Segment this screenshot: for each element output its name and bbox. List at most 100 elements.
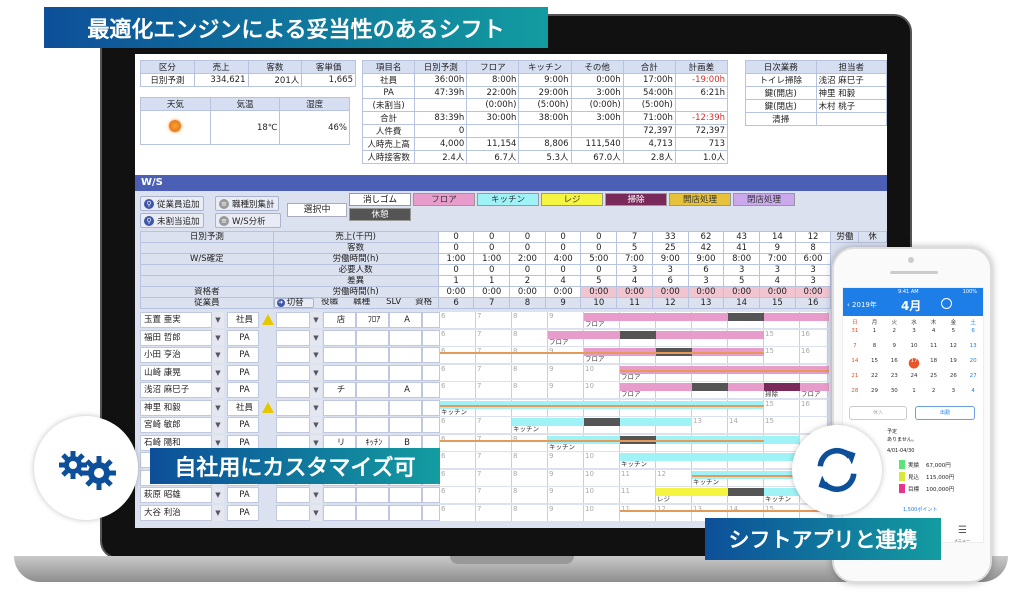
legend-1[interactable]: フロア — [413, 193, 475, 206]
chevron-down-icon[interactable]: ▼ — [212, 347, 224, 363]
hour-cell[interactable]: 7 — [476, 382, 512, 398]
switch-button[interactable]: ➜ 切替 — [274, 298, 314, 308]
chevron-down-icon[interactable]: ▼ — [212, 487, 224, 503]
calendar-day[interactable]: 17 — [904, 358, 924, 373]
hour-cell[interactable]: 6 — [440, 312, 476, 328]
hour-cell[interactable]: 8 — [512, 382, 548, 398]
hour-cell[interactable]: 9 — [548, 364, 584, 381]
hour-cell[interactable]: 13 — [692, 504, 728, 521]
points-link[interactable]: 1,500ポイント — [903, 507, 938, 513]
legend-5[interactable]: 開店処理 — [669, 193, 731, 206]
assignment-select[interactable] — [276, 364, 310, 381]
hour-cell[interactable]: 6 — [440, 452, 476, 468]
hour-cell[interactable]: 15 — [764, 504, 800, 521]
employee-name-select[interactable]: 山崎 康晃 — [140, 364, 212, 381]
clock-in-rest-button[interactable]: 休入 — [849, 406, 907, 420]
calendar-day[interactable]: 7 — [853, 343, 857, 349]
profile-search-icon[interactable] — [941, 298, 952, 309]
hour-cell[interactable]: 15 — [764, 329, 800, 346]
hour-cell[interactable]: 9 — [548, 312, 584, 328]
calendar-day[interactable]: 27 — [969, 373, 977, 379]
chevron-down-icon[interactable]: ▼ — [310, 329, 322, 346]
calendar-day[interactable]: 10 — [910, 343, 918, 349]
shift-segment-break[interactable] — [692, 383, 728, 391]
legend-4[interactable]: 掃除 — [605, 193, 667, 206]
hour-cell[interactable]: 14 — [728, 417, 764, 433]
hour-cell[interactable]: 16 — [800, 347, 828, 363]
add-unassigned-button[interactable]: ⚲ 未割当追加 — [140, 213, 204, 228]
calendar-day[interactable]: 8 — [872, 343, 877, 349]
calendar-day[interactable]: 3 — [951, 388, 956, 394]
chevron-down-icon[interactable]: ▼ — [212, 312, 224, 328]
calendar-day[interactable]: 15 — [871, 358, 879, 364]
legend-break[interactable]: 休憩 — [349, 208, 411, 221]
assignment-select[interactable] — [276, 504, 310, 521]
legend-0[interactable]: 消しゴム — [349, 193, 411, 206]
hour-cell[interactable]: 15 — [764, 347, 800, 363]
calendar-day[interactable]: 26 — [949, 373, 957, 379]
hour-cell[interactable]: 6 — [440, 504, 476, 521]
calendar-day[interactable]: 25 — [930, 373, 938, 379]
calendar-day[interactable]: 3 — [912, 328, 916, 334]
calendar-day[interactable]: 21 — [851, 373, 859, 379]
shift-segment-work[interactable] — [764, 383, 800, 391]
chevron-down-icon[interactable]: ▼ — [212, 382, 224, 398]
calendar-day[interactable]: 4 — [931, 328, 936, 334]
calendar-day[interactable]: 19 — [949, 358, 957, 364]
hour-cell[interactable]: 9 — [548, 452, 584, 468]
chevron-down-icon[interactable]: ▼ — [310, 504, 322, 521]
hour-cell[interactable]: 6 — [440, 364, 476, 381]
assignment-select[interactable] — [276, 329, 310, 346]
calendar-day[interactable]: 5 — [951, 328, 956, 334]
employee-name-select[interactable]: 玉置 亜実 — [140, 312, 212, 328]
shift-segment-work[interactable] — [656, 488, 728, 496]
ws-analysis-button[interactable]: ≡ W/S分析 — [215, 213, 281, 228]
hour-cell[interactable]: 7 — [476, 329, 512, 346]
chevron-down-icon[interactable]: ▼ — [212, 364, 224, 381]
hour-cell[interactable]: 7 — [476, 452, 512, 468]
hour-cell[interactable]: 8 — [512, 469, 548, 486]
hour-cell[interactable]: 10 — [584, 452, 620, 468]
hour-cell[interactable]: 8 — [512, 364, 548, 381]
chevron-down-icon[interactable]: ▼ — [212, 329, 224, 346]
hour-cell[interactable]: 7 — [476, 364, 512, 381]
calendar-day[interactable]: 20 — [969, 358, 977, 364]
calendar-day[interactable]: 30 — [890, 388, 898, 394]
shift-segment-work[interactable] — [764, 488, 829, 496]
calendar-day[interactable]: 23 — [890, 373, 898, 379]
hour-cell[interactable]: 8 — [512, 434, 548, 451]
calendar-day[interactable]: 4 — [971, 388, 975, 394]
chevron-down-icon[interactable]: ▼ — [310, 347, 322, 363]
calendar-day[interactable]: 29 — [871, 388, 879, 394]
hour-cell[interactable]: 6 — [440, 487, 476, 503]
shift-segment-work[interactable] — [584, 313, 829, 321]
calendar-day[interactable]: 24 — [910, 373, 918, 379]
employee-name-select[interactable]: 大谷 利治 — [140, 504, 212, 521]
hour-cell[interactable]: 10 — [584, 364, 620, 381]
shift-segment-break[interactable] — [584, 418, 620, 426]
hour-cell[interactable]: 8 — [512, 487, 548, 503]
hour-cell[interactable]: 12 — [656, 504, 692, 521]
hour-cell[interactable]: 10 — [584, 469, 620, 486]
employee-name-select[interactable]: 浅沼 麻巳子 — [140, 382, 212, 398]
clock-in-button[interactable]: 出勤 — [915, 406, 975, 420]
chevron-down-icon[interactable]: ▼ — [212, 399, 224, 416]
hour-cell[interactable]: 8 — [512, 504, 548, 521]
shift-segment-break[interactable] — [728, 488, 764, 496]
chevron-down-icon[interactable]: ▼ — [212, 504, 224, 521]
employee-name-select[interactable]: 福田 哲郎 — [140, 329, 212, 346]
assignment-select[interactable] — [276, 487, 310, 503]
hour-cell[interactable]: 11 — [620, 487, 656, 503]
calendar-day[interactable]: 9 — [892, 343, 897, 349]
hour-cell[interactable]: 6 — [440, 347, 476, 363]
shift-segment-work[interactable] — [800, 383, 829, 391]
hour-cell[interactable]: 9 — [548, 382, 584, 398]
legend-2[interactable]: キッチン — [477, 193, 539, 206]
hour-cell[interactable]: 11 — [620, 504, 656, 521]
hour-cell[interactable]: 7 — [476, 312, 512, 328]
hour-cell[interactable]: 7 — [476, 347, 512, 363]
assignment-select[interactable] — [276, 312, 310, 328]
calendar-day[interactable]: 11 — [930, 343, 938, 349]
hour-cell[interactable]: 6 — [440, 417, 476, 433]
hour-cell[interactable]: 12 — [656, 469, 692, 486]
